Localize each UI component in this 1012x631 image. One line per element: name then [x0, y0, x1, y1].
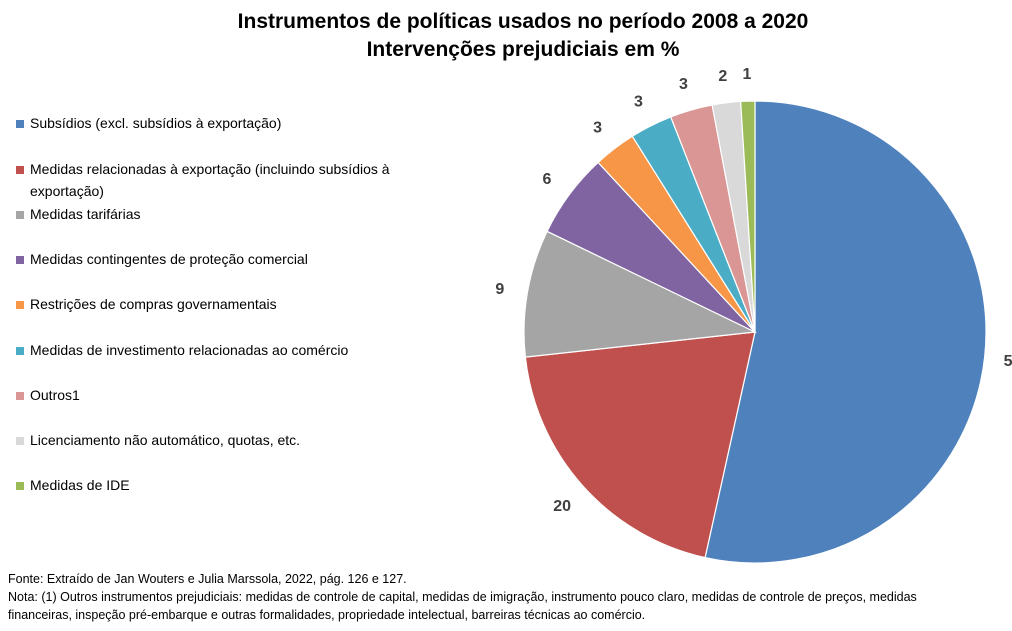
legend-label: Medidas de IDE	[30, 477, 130, 493]
pie-slice	[740, 100, 756, 333]
data-label: 3	[634, 94, 643, 111]
data-label: 3	[679, 76, 688, 93]
footer-note-line2: financeiras, inspeção pré-embarque e out…	[8, 608, 646, 622]
legend-swatch	[16, 256, 24, 264]
legend-swatch	[16, 482, 24, 490]
data-label: 6	[542, 171, 551, 188]
chart-title: Instrumentos de políticas usados no perí…	[0, 8, 1012, 64]
chart-footer: Fonte: Extraído de Jan Wouters e Julia M…	[8, 570, 1008, 624]
legend-label: Outros1	[30, 387, 80, 403]
legend-label: Medidas de investimento relacionadas ao …	[30, 342, 349, 358]
legend-item: Medidas contingentes de proteção comerci…	[16, 248, 426, 270]
legend-label: Medidas contingentes de proteção comerci…	[30, 251, 308, 267]
legend-swatch	[16, 301, 24, 309]
legend-label: Medidas relacionadas à exportação (inclu…	[30, 161, 390, 199]
legend-label: Licenciamento não automático, quotas, et…	[30, 432, 301, 448]
pie-slice	[523, 230, 758, 358]
data-label: 54	[1004, 353, 1012, 370]
legend-swatch	[16, 347, 24, 355]
chart-title-line1: Instrumentos de políticas usados no perí…	[237, 10, 809, 33]
chart-title-line2: Intervenções prejudiciais em %	[366, 38, 680, 61]
footer-note-line1: Nota: (1) Outros instrumentos prejudicia…	[8, 590, 917, 604]
data-label: 9	[495, 281, 504, 298]
legend-swatch	[16, 166, 24, 174]
footer-source: Fonte: Extraído de Jan Wouters e Julia M…	[8, 572, 407, 586]
data-label: 1	[742, 66, 751, 83]
pie-slice	[704, 100, 987, 564]
legend-item: Subsídios (excl. subsídios à exportação)	[16, 112, 426, 134]
legend-item: Medidas relacionadas à exportação (inclu…	[16, 158, 426, 202]
legend-item: Medidas tarifárias	[16, 203, 426, 225]
legend-label: Restrições de compras governamentais	[30, 296, 277, 312]
pie-slice	[524, 331, 756, 559]
legend-item: Outros1	[16, 384, 426, 406]
legend-label: Subsídios (excl. subsídios à exportação)	[30, 115, 282, 131]
legend-swatch	[16, 120, 24, 128]
legend-item: Licenciamento não automático, quotas, et…	[16, 429, 426, 451]
legend-label: Medidas tarifárias	[30, 206, 141, 222]
legend-item: Medidas de IDE	[16, 474, 426, 496]
data-label: 2	[718, 68, 727, 85]
legend-item: Restrições de compras governamentais	[16, 293, 426, 315]
data-label: 20	[553, 498, 571, 515]
legend-swatch	[16, 211, 24, 219]
legend-swatch	[16, 437, 24, 445]
legend-swatch	[16, 392, 24, 400]
data-label: 3	[593, 119, 602, 136]
legend-item: Medidas de investimento relacionadas ao …	[16, 339, 426, 361]
